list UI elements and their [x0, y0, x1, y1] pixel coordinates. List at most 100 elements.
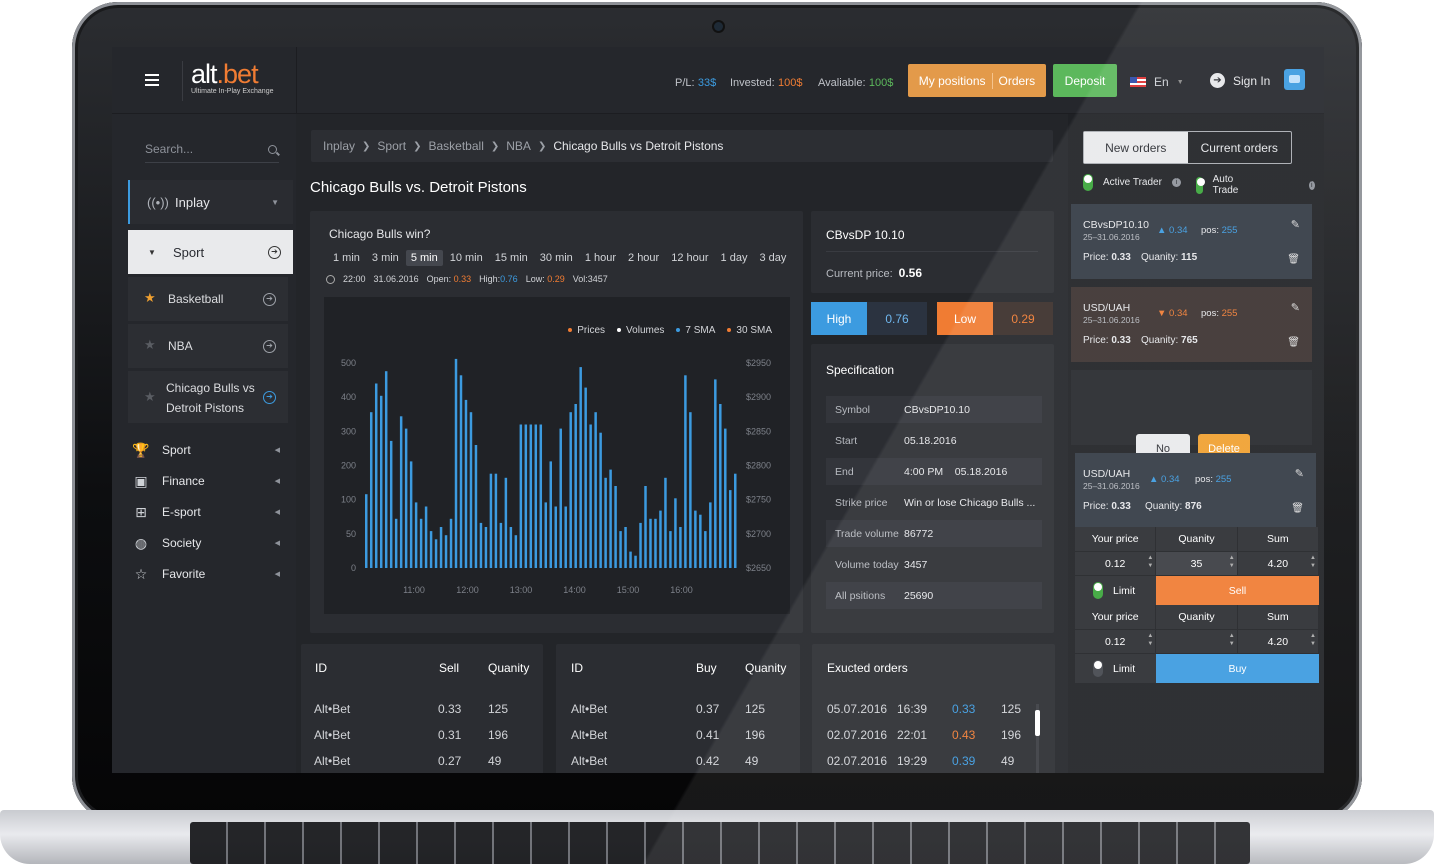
star-icon[interactable]: ★	[144, 290, 156, 305]
sell-price-input[interactable]: 0.12 ▲ ▼	[1075, 552, 1157, 575]
buy-quantity-input[interactable]: ▲ ▼	[1156, 630, 1238, 653]
volume-bar	[604, 477, 607, 568]
order-card[interactable]: CBvsDP10.10 25–31.06.2016 ▲ 0.34 pos: 25…	[1071, 204, 1312, 279]
toggle-icon[interactable]	[1196, 176, 1205, 194]
edit-icon[interactable]: ✎	[1294, 468, 1304, 480]
buy-sum-input[interactable]: 4.20 ▲ ▼	[1237, 630, 1319, 653]
chart-legend: Prices Volumes 7 SMA 30 SMA	[568, 325, 772, 336]
stepper-icon[interactable]: ▲ ▼	[1147, 555, 1154, 569]
arrow-right-icon[interactable]: ➔	[263, 292, 276, 306]
active-trader-toggle[interactable]: Active Trader i	[1083, 174, 1181, 191]
sidebar-item-match[interactable]: ★ Chicago Bulls vs Detroit Pistons ➔	[128, 371, 288, 423]
my-positions-button[interactable]: My positions	[918, 73, 986, 88]
breadcrumb-nba[interactable]: NBA	[506, 139, 531, 153]
breadcrumb-sport[interactable]: Sport	[377, 139, 407, 153]
tab-new-orders[interactable]: New orders	[1084, 132, 1188, 163]
stepper-icon[interactable]: ▲ ▼	[1147, 633, 1154, 647]
range-1min[interactable]: 1 min	[333, 252, 360, 264]
app-screen: alt.bet Ultimate In-Play Exchange P/L: 3…	[112, 47, 1324, 773]
chat-icon[interactable]	[1284, 69, 1305, 90]
language-select[interactable]: En ▼	[1130, 75, 1184, 89]
arrow-right-icon[interactable]: ➔	[263, 339, 276, 353]
trash-icon[interactable]: 🗑	[1291, 503, 1304, 514]
auto-trade-toggle[interactable]: Auto Trade i	[1196, 174, 1315, 196]
sidebar-item-sport-open[interactable]: ▼ Sport ➔	[128, 230, 293, 274]
volume-bar	[684, 375, 687, 568]
sell-limit-toggle[interactable]: Limit	[1075, 576, 1156, 605]
orders-button[interactable]: Orders	[998, 73, 1036, 88]
edit-icon[interactable]: ✎	[1290, 219, 1300, 231]
arrow-right-icon[interactable]: ➔	[268, 245, 281, 259]
breadcrumb-basketball[interactable]: Basketball	[428, 139, 484, 153]
star-icon[interactable]: ★	[144, 337, 156, 352]
volume-bar	[404, 428, 408, 568]
info-icon[interactable]: i	[1171, 178, 1181, 187]
volume-bar	[584, 387, 587, 568]
volume-bar	[519, 424, 523, 568]
toggle-icon[interactable]	[1083, 174, 1093, 191]
sidebar-item-basketball[interactable]: ★ Basketball ➔	[128, 277, 288, 321]
logo[interactable]: alt.bet Ultimate In-Play Exchange	[182, 61, 286, 101]
sidebar-item-esport[interactable]: ⊞ E-sport ◀	[132, 498, 282, 526]
sidebar-item-society[interactable]: ◍ Society ◀	[132, 529, 282, 557]
sidebar-item-finance[interactable]: ▣ Finance ◀	[132, 467, 282, 495]
sidebar-item-sport[interactable]: 🏆 Sport ◀	[132, 441, 280, 458]
range-15min[interactable]: 15 min	[494, 252, 528, 264]
stepper-icon[interactable]: ▲ ▼	[1310, 633, 1316, 647]
range-1day[interactable]: 1 day	[720, 252, 748, 264]
legend-prices: Prices	[568, 325, 605, 336]
range-1hour[interactable]: 1 hour	[584, 252, 617, 264]
edit-icon[interactable]: ✎	[1290, 302, 1300, 314]
range-30min[interactable]: 30 min	[539, 252, 573, 264]
stepper-icon[interactable]: ▲ ▼	[1228, 633, 1235, 647]
sidebar-item-favorite[interactable]: ☆ Favorite ◀	[132, 560, 282, 588]
order-card[interactable]: USD/UAH 25–31.06.2016 ▼ 0.34 pos: 255 Pr…	[1071, 287, 1312, 362]
search-icon	[268, 145, 277, 154]
spec-row: Volume today 3457	[826, 551, 1042, 578]
stepper-icon[interactable]: ▲ ▼	[1228, 555, 1235, 569]
buy-price-input[interactable]: 0.12 ▲ ▼	[1075, 630, 1157, 653]
range-5min[interactable]: 5 min	[405, 250, 443, 266]
volume-bar	[659, 510, 662, 568]
trash-icon[interactable]: 🗑	[1287, 254, 1300, 265]
scrollbar[interactable]	[1035, 710, 1040, 736]
toggle-icon[interactable]	[1093, 582, 1103, 599]
low-box[interactable]: Low 0.29	[937, 302, 1053, 335]
range-3day[interactable]: 3 day	[759, 252, 787, 264]
volume-bar	[464, 399, 468, 568]
volume-bar	[714, 379, 717, 568]
deposit-button[interactable]: Deposit	[1053, 64, 1117, 97]
sidebar-item-inplay[interactable]: ((•)) Inplay ▼	[128, 180, 293, 224]
instrument-symbol: CBvsDP 10.10	[826, 228, 905, 242]
buy-button[interactable]: Buy	[1156, 654, 1319, 683]
high-box[interactable]: High 0.76	[811, 302, 927, 335]
stepper-icon[interactable]: ▲ ▼	[1310, 555, 1316, 569]
sign-in-button[interactable]: ➔ Sign In	[1210, 73, 1270, 88]
search-input[interactable]: Search...	[145, 139, 279, 163]
sidebar-item-nba[interactable]: ★ NBA ➔	[128, 324, 288, 368]
sell-sum-input[interactable]: 4.20 ▲ ▼	[1237, 552, 1319, 575]
star-icon[interactable]: ★	[144, 389, 156, 404]
y-tick-right: $2900	[746, 392, 771, 402]
volume-bar	[539, 424, 543, 568]
range-12hour[interactable]: 12 hour	[671, 252, 709, 264]
volume-bar	[489, 473, 493, 568]
sell-quantity-input[interactable]: 35 ▲ ▼	[1156, 552, 1238, 575]
volume-bar	[614, 486, 617, 568]
positions-orders-button[interactable]: My positions Orders	[908, 64, 1046, 97]
info-icon[interactable]: i	[1308, 180, 1315, 190]
range-2hour[interactable]: 2 hour	[628, 252, 660, 264]
volume-bar	[579, 367, 582, 568]
sell-button[interactable]: Sell	[1156, 576, 1319, 605]
breadcrumb-inplay[interactable]: Inplay	[323, 139, 356, 153]
toggle-icon[interactable]	[1093, 660, 1103, 677]
menu-icon[interactable]	[145, 74, 159, 86]
range-3min[interactable]: 3 min	[371, 252, 399, 264]
volume-bar	[534, 424, 538, 568]
arrow-right-icon[interactable]: ➔	[263, 390, 276, 404]
order-card[interactable]: USD/UAH 25–31.06.2016 ▲ 0.34 pos: 255 Pr…	[1075, 453, 1316, 528]
range-10min[interactable]: 10 min	[449, 252, 483, 264]
buy-limit-toggle[interactable]: Limit	[1075, 654, 1156, 683]
tab-current-orders[interactable]: Current orders	[1200, 140, 1278, 155]
trash-icon[interactable]: 🗑	[1287, 337, 1300, 348]
